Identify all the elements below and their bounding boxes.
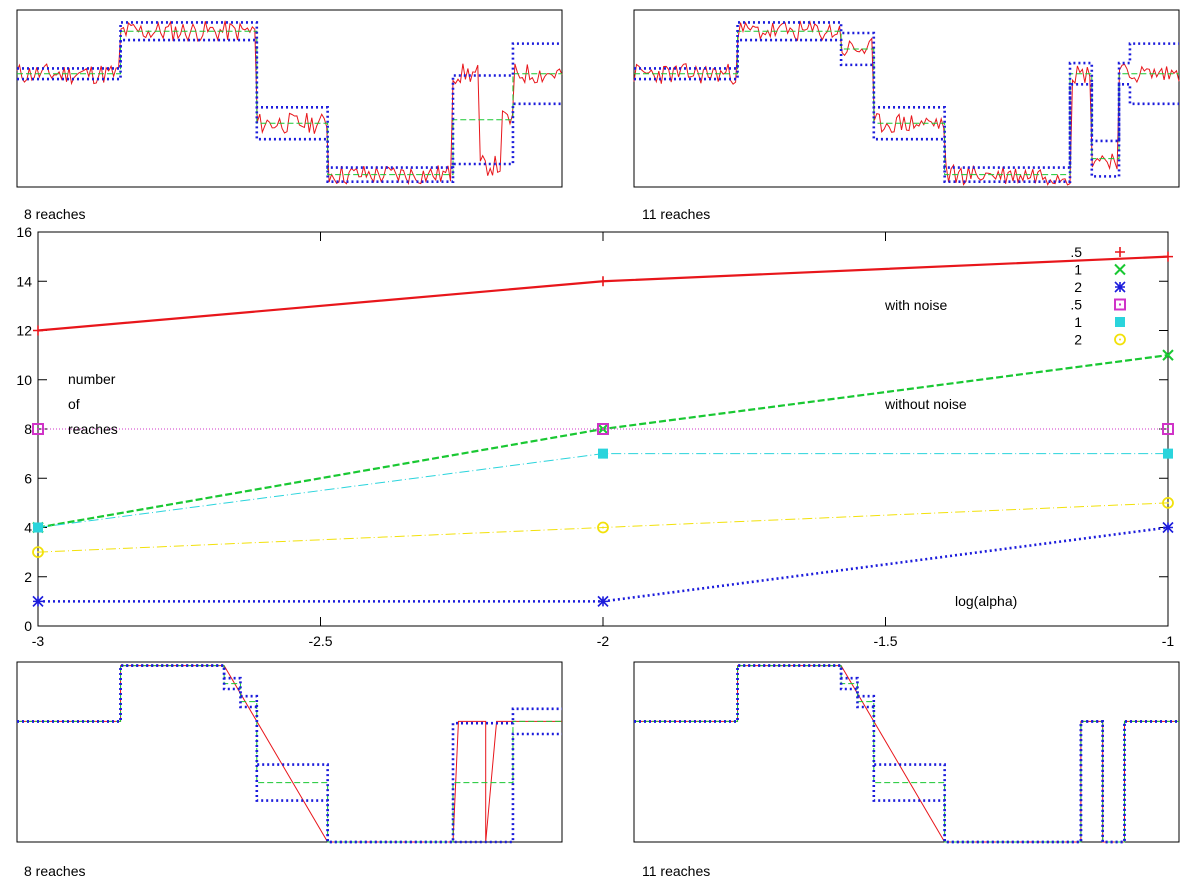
panel-bottom-left	[16, 661, 563, 844]
panel-top-right	[633, 9, 1180, 188]
legend: .512.512	[1070, 244, 1126, 348]
series-3-point	[32, 423, 44, 435]
legend-label: 2	[1074, 279, 1082, 295]
ylabel-line-3: reaches	[68, 421, 118, 437]
ytick-label: 12	[16, 323, 32, 339]
panel-bottom-right	[633, 661, 1180, 844]
panel-top-right-signal	[633, 20, 1180, 186]
legend-marker	[1115, 247, 1125, 257]
ytick-label: 14	[16, 273, 32, 289]
ytick-label: 8	[24, 421, 32, 437]
xtick-label: -3	[32, 633, 45, 649]
caption-top-left: 8 reaches	[24, 206, 85, 222]
series-line-4	[37, 453, 1168, 528]
xtick-label: -1	[1162, 633, 1175, 649]
panel-bottom-left-fit	[17, 665, 562, 843]
ytick-label: 6	[24, 470, 32, 486]
panel-bottom-left-band-lower	[17, 664, 562, 844]
xtick-label: -1.5	[873, 633, 897, 649]
series-line-1	[37, 354, 1169, 529]
caption-bottom-left: 8 reaches	[24, 863, 85, 879]
ylabel-line-2: of	[68, 396, 80, 412]
legend-marker	[1114, 333, 1126, 346]
legend-label: 1	[1074, 262, 1082, 278]
series-0-point	[1163, 251, 1173, 262]
series-3-point	[597, 423, 609, 435]
legend-label: 2	[1074, 332, 1082, 348]
xtick-label: -2.5	[308, 633, 332, 649]
series-1-point	[1162, 349, 1174, 361]
series-0-point	[33, 325, 43, 336]
xlabel: log(alpha)	[955, 593, 1017, 609]
panel-bottom-right-signal	[634, 665, 1179, 843]
panel-top-left-band-upper	[17, 21, 562, 169]
series-3-point	[1162, 423, 1174, 435]
panel-bottom-right-band-upper	[634, 664, 1179, 844]
legend-marker	[1115, 317, 1125, 327]
caption-bottom-right: 11 reaches	[642, 863, 710, 879]
panel-top-right-band-upper	[634, 21, 1179, 169]
xtick-label: -2	[597, 633, 610, 649]
legend-marker	[1114, 281, 1126, 293]
series-line-0	[37, 255, 1169, 332]
ytick-label: 4	[24, 520, 32, 536]
annotation-without-noise: without noise	[884, 396, 967, 412]
series-4-point	[33, 522, 43, 533]
panel-bottom-right-fit	[634, 665, 1179, 843]
panel-top-left-band-lower	[17, 38, 562, 183]
panel-bottom-right-band-lower	[634, 664, 1179, 844]
legend-label: 1	[1074, 314, 1082, 330]
panel-top-left	[16, 9, 563, 188]
panel-top-right-band-lower	[634, 38, 1179, 183]
ylabel-line-1: number	[68, 371, 116, 387]
series-2-point	[32, 595, 44, 607]
series-4-point	[598, 448, 608, 459]
series-line-2	[38, 526, 1169, 603]
ytick-label: 10	[16, 372, 32, 388]
legend-marker	[1114, 263, 1126, 276]
annotation-with-noise: with noise	[884, 297, 947, 313]
series-5-point	[1162, 496, 1174, 509]
main-series-markers	[32, 251, 1174, 607]
caption-top-right: 11 reaches	[642, 206, 710, 222]
series-5-point	[32, 546, 44, 559]
panel-bottom-left-band-upper	[17, 664, 562, 844]
series-5-point	[597, 521, 609, 534]
series-2-point	[1162, 521, 1174, 534]
legend-label: .5	[1070, 297, 1082, 313]
panel-top-right-fit	[634, 30, 1179, 176]
ytick-label: 2	[24, 569, 32, 585]
series-0-point	[598, 276, 608, 287]
legend-label: .5	[1070, 244, 1082, 260]
legend-marker	[1114, 298, 1126, 311]
ytick-label: 16	[16, 224, 32, 240]
panel-top-left-signal	[16, 20, 563, 186]
series-2-point	[597, 595, 609, 607]
panel-top-left-fit	[17, 30, 562, 176]
panel-bottom-left-signal	[17, 665, 562, 843]
series-4-point	[1163, 448, 1173, 459]
ytick-label: 0	[24, 618, 32, 634]
